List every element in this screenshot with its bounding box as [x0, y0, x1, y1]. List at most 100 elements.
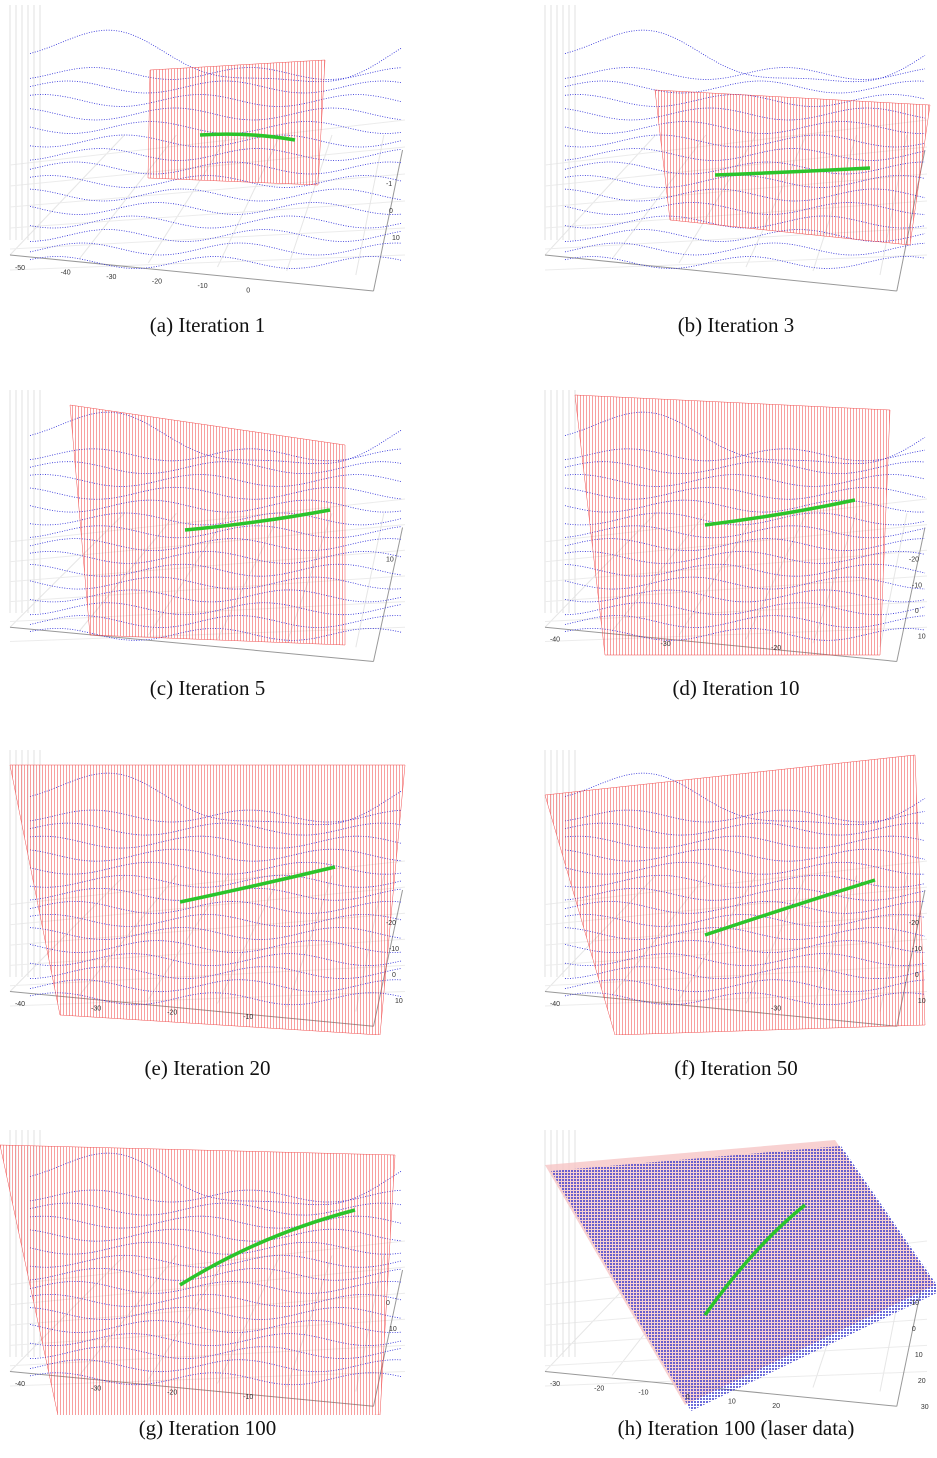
y-tick-label: -10 — [912, 582, 922, 589]
grid-line — [9, 173, 406, 208]
subfigure: -40 -30 -20 -10 -20 -10 0 10 (e) Iteration 20 — [0, 745, 415, 1098]
axis-line — [544, 254, 897, 292]
y-tick-label: 10 — [918, 634, 926, 641]
x-tick-label: 10 — [728, 1398, 736, 1405]
surface — [544, 754, 926, 1035]
scan-line — [564, 80, 926, 94]
x-tick-label: -20 — [152, 279, 162, 286]
scan-line — [29, 80, 403, 94]
scan-line — [564, 134, 926, 148]
surface — [0, 1144, 396, 1415]
scan-line — [29, 161, 403, 175]
scan-line — [29, 229, 403, 242]
trajectory — [184, 508, 331, 532]
trajectory — [179, 865, 336, 904]
caption: (a) Iteration 1 — [149, 313, 266, 337]
subfigure: -40 -30 -20 -10 0 10 (g) Iteration 100 — [0, 1125, 415, 1458]
trajectory — [714, 166, 871, 177]
y-tick-label: -1 — [386, 181, 392, 188]
scan-line — [29, 202, 403, 215]
y-tick-label: -20 — [909, 557, 919, 564]
trajectory — [704, 878, 876, 937]
surface — [574, 394, 891, 656]
grid-line — [355, 134, 385, 276]
trajectory — [703, 1203, 807, 1317]
grid-line — [9, 254, 406, 271]
x-tick-label: -30 — [91, 1005, 101, 1012]
scan-line — [564, 94, 926, 107]
scan-line — [29, 121, 403, 134]
trajectory — [179, 1208, 356, 1287]
grid-line — [544, 254, 928, 271]
x-tick-label: -30 — [106, 274, 116, 281]
caption: (f) Iteration 50 — [674, 1056, 798, 1080]
scan-line — [29, 256, 403, 269]
grid-line — [355, 513, 385, 648]
point-cloud-plot: -40 -30 -20 -10 0 10 — [544, 750, 928, 1035]
x-tick-label: -10 — [243, 1014, 253, 1021]
trajectory — [704, 498, 856, 527]
subfigure: -50 -40 -30 -20 -10 0 -1 0 10 (a) Iteration 1 — [0, 0, 415, 355]
y-tick-label: -10 — [909, 1300, 919, 1307]
x-tick-label: 20 — [772, 1403, 780, 1410]
y-tick-label: 0 — [389, 208, 393, 215]
x-tick-label: -10 — [638, 1390, 648, 1397]
y-tick-label: -20 — [909, 920, 919, 927]
scan-line — [29, 215, 403, 229]
x-tick-label: -20 — [167, 1390, 177, 1397]
axis-line — [373, 149, 404, 292]
caption: (g) Iteration 100 — [138, 1416, 277, 1440]
axis-line — [9, 254, 374, 292]
x-tick-label: -40 — [15, 1381, 25, 1388]
x-tick-label: -40 — [15, 1001, 25, 1008]
axis-line — [896, 527, 926, 662]
y-tick-label: 0 — [912, 1326, 916, 1333]
x-tick-label: -40 — [61, 270, 71, 277]
caption: (d) Iteration 10 — [672, 676, 800, 700]
y-tick-label: 10 — [915, 1352, 923, 1359]
scan-line — [29, 242, 403, 256]
y-tick-label: 10 — [386, 557, 394, 564]
x-tick-label: -20 — [594, 1385, 604, 1392]
surface — [654, 89, 931, 246]
x-tick-label: -30 — [660, 641, 670, 648]
y-tick-label: 30 — [921, 1404, 929, 1411]
x-tick-label: -30 — [550, 1381, 560, 1388]
point-cloud-plot: 10 — [9, 390, 406, 662]
trajectory — [199, 132, 296, 142]
laser-points — [551, 1146, 937, 1411]
caption: (e) Iteration 20 — [144, 1056, 271, 1080]
x-tick-label: -30 — [91, 1385, 101, 1392]
y-tick-label: 0 — [392, 972, 396, 979]
y-tick-label: 10 — [389, 1326, 397, 1333]
scan-line — [29, 67, 403, 80]
y-tick-label: -10 — [912, 946, 922, 953]
y-tick-label: 10 — [392, 235, 400, 242]
point-cloud-plot — [544, 5, 931, 292]
surface — [9, 764, 406, 1035]
y-tick-label: 20 — [918, 1378, 926, 1385]
caption: (h) Iteration 100 (laser data) — [617, 1416, 855, 1440]
surface — [69, 404, 346, 646]
x-tick-label: -50 — [15, 265, 25, 272]
grid-line — [879, 513, 908, 648]
subfigure: -40 -30 -20 -10 0 10 (f) Iteration 50 — [535, 745, 937, 1098]
scan-line — [564, 67, 926, 80]
y-tick-label: 10 — [395, 998, 403, 1005]
subfigure: (b) Iteration 3 — [535, 0, 937, 355]
x-tick-label: -10 — [243, 1394, 253, 1401]
scan-line — [564, 215, 926, 229]
grid-line — [9, 200, 406, 229]
x-tick-label: -10 — [198, 283, 208, 290]
x-tick-label: -20 — [771, 645, 781, 652]
x-tick-label: 0 — [686, 1394, 690, 1401]
caption: (b) Iteration 3 — [677, 313, 795, 337]
x-tick-label: -40 — [550, 637, 560, 644]
subfigure: 10 (c) Iteration 5 — [0, 385, 415, 718]
caption: (c) Iteration 5 — [149, 676, 266, 700]
scan-line — [29, 148, 403, 161]
